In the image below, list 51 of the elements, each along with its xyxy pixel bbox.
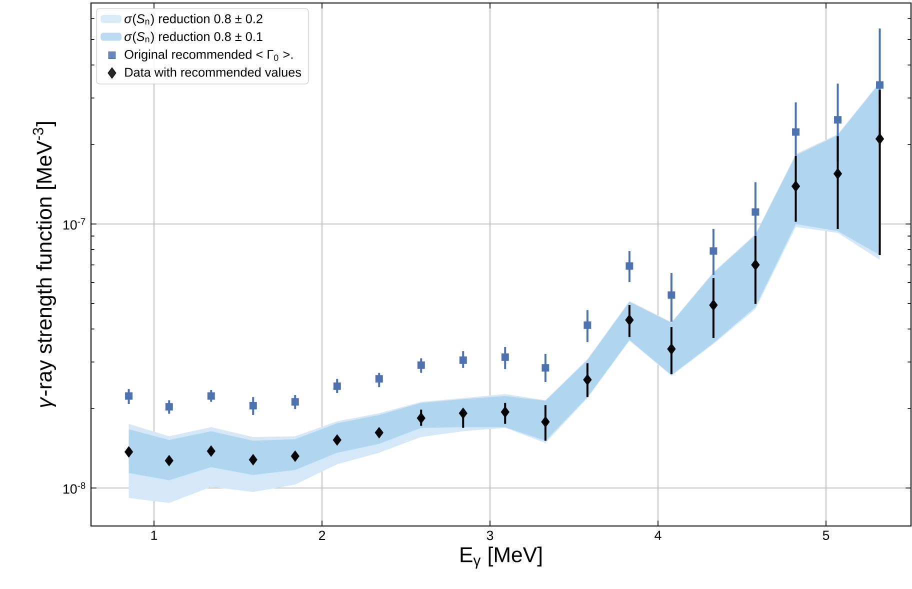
point [290,450,300,462]
y-tick-label: 10$^{-7}$ [64,218,86,230]
x-tick-label: 1 [151,530,158,540]
point [710,247,718,255]
point [249,402,257,410]
point [792,128,800,136]
legend-label: σ(S$_{n}$) reduction 0.8 ± 0.1 [124,32,262,44]
point [709,299,718,311]
point [834,168,842,180]
point [792,180,800,192]
x-tick-label: 2 [318,530,326,540]
x-axis-title: E$_{γ}$ [MeV] [460,546,542,569]
point [876,133,884,144]
point [500,406,510,418]
x-tick-label: 3 [486,530,494,540]
point [876,81,884,89]
x-tick-label: 4 [654,530,662,540]
point [625,314,634,326]
point [375,375,383,383]
point [834,116,842,124]
point [164,454,174,466]
point [752,208,760,216]
point [124,446,134,458]
point [501,353,509,361]
point [291,398,299,406]
point [667,343,676,355]
point [206,445,216,457]
point [541,416,550,428]
point [417,361,425,369]
point [458,408,468,419]
point [626,262,634,270]
x-tick-label: 5 [822,530,830,540]
point [542,364,550,372]
point [459,356,467,364]
point [248,454,258,466]
point [668,291,676,299]
point [416,412,426,424]
point [583,374,592,386]
point [332,434,342,446]
legend-label: σ(S$_{n}$) reduction 0.8 ± 0.2 [124,14,262,26]
point [207,392,215,400]
y-axis-title: γ-ray strength function [MeV$^{-3}$] [32,122,56,408]
y-tick-label: 10$^{-8}$ [64,482,86,494]
point [374,427,384,438]
point [584,321,592,329]
point [751,259,760,270]
point [165,403,173,411]
legend-label: Original recommended < Γ$_{0}$ >. [124,50,293,62]
point [333,382,341,390]
point [125,392,133,400]
legend-label: Data with recommended values [125,67,302,77]
